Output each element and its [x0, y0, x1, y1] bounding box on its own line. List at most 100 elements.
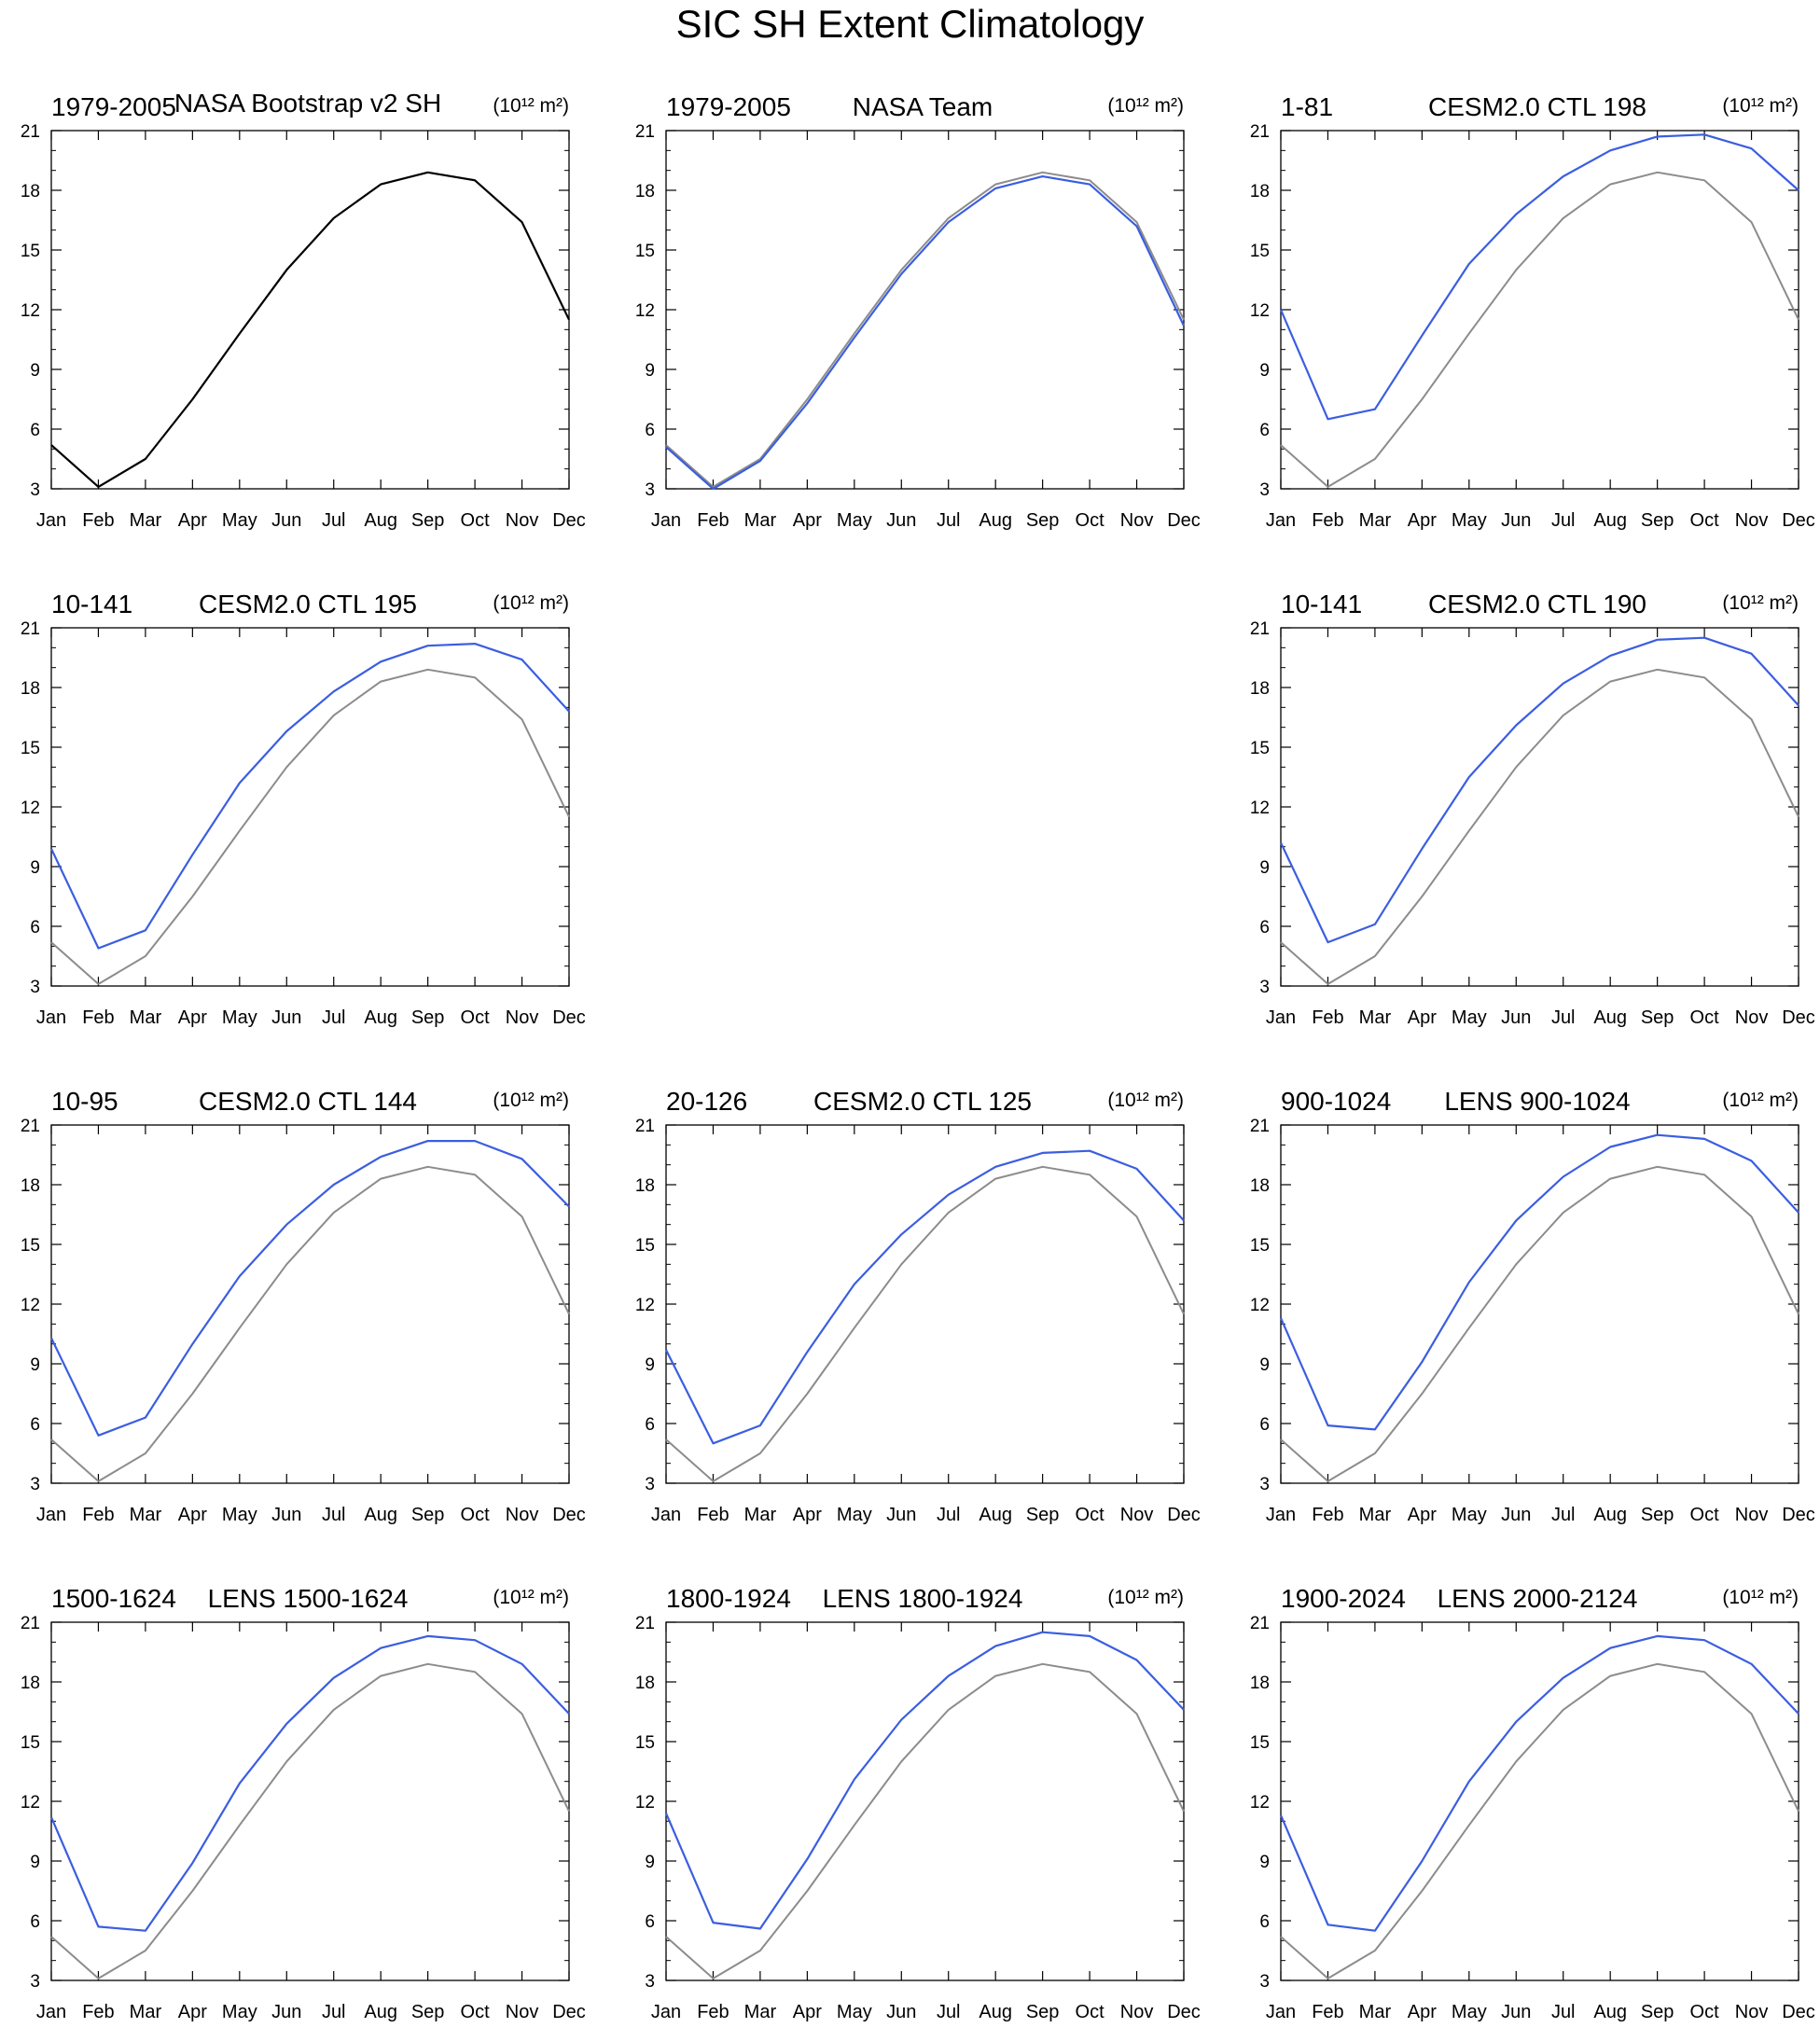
x-tick-label: Dec — [552, 510, 586, 531]
x-tick-label: Aug — [1593, 2002, 1627, 2022]
x-tick-label: Jun — [1501, 510, 1531, 531]
x-tick-label: Jun — [886, 2002, 916, 2022]
y-tick-label: 18 — [1250, 182, 1270, 201]
x-tick-label: Oct — [1076, 2002, 1105, 2022]
chart-panel-1: Jan Feb Mar Apr May Jun Jul Aug Sep Oct Nov Dec 3 6 9 1… — [21, 89, 586, 531]
panel-years: 10-141 — [1281, 590, 1362, 618]
y-tick-label: 12 — [1250, 1296, 1270, 1315]
y-tick-label: 12 — [635, 301, 655, 321]
x-tick-label: Apr — [1408, 1007, 1437, 1028]
chart-panel-9: Jan Feb Mar Apr May Jun Jul Aug Sep Oct Nov Dec 3 6 9 1… — [1250, 1087, 1815, 1525]
x-tick-label: Feb — [697, 510, 729, 531]
y-tick-label: 12 — [21, 799, 40, 818]
chart-panel-8: Jan Feb Mar Apr May Jun Jul Aug Sep Oct Nov Dec 3 6 9 1… — [635, 1087, 1201, 1525]
x-tick-label: May — [1452, 1007, 1487, 1028]
y-tick-label: 21 — [1250, 1614, 1270, 1633]
x-tick-label: Nov — [1735, 1007, 1769, 1028]
y-tick-label: 9 — [30, 361, 40, 381]
model-series-line — [665, 1149, 1185, 1445]
plot-frame — [1280, 627, 1799, 987]
y-tick-label: 6 — [30, 1415, 40, 1435]
x-tick-label: Jun — [271, 2002, 301, 2022]
panel-units: (10¹² m²) — [1722, 95, 1799, 117]
y-tick-label: 6 — [30, 918, 40, 938]
y-tick-label: 3 — [30, 1972, 40, 1992]
panel-units: (10¹² m²) — [493, 1587, 569, 1608]
observation-series-line — [50, 171, 570, 489]
reference-series-line — [50, 668, 570, 985]
reference-series-line — [665, 1662, 1185, 1979]
x-tick-label: Aug — [979, 2002, 1012, 2022]
x-tick-label: Sep — [1026, 510, 1060, 531]
y-tick-label: 9 — [1259, 1355, 1270, 1375]
x-tick-label: Mar — [130, 2002, 162, 2022]
x-tick-label: Aug — [364, 2002, 397, 2022]
x-tick-label: Oct — [461, 2002, 491, 2022]
y-tick-label: 15 — [21, 1733, 40, 1753]
panel-title: LENS 1800-1924 — [823, 1584, 1023, 1613]
y-tick-label: 9 — [645, 1853, 655, 1872]
x-tick-label: Jul — [1551, 1007, 1576, 1028]
plot-frame — [665, 130, 1185, 490]
y-tick-label: 3 — [30, 978, 40, 997]
x-tick-label: Jul — [322, 1007, 346, 1028]
panel-years: 10-95 — [51, 1087, 118, 1116]
y-tick-label: 9 — [1259, 858, 1270, 878]
model-series-line — [1279, 1634, 1799, 1932]
x-tick-label: Apr — [793, 1505, 822, 1525]
y-tick-label: 18 — [635, 1176, 655, 1196]
panel-units: (10¹² m²) — [1107, 1587, 1184, 1608]
reference-series-line — [50, 1165, 570, 1482]
y-tick-label: 3 — [1259, 1972, 1270, 1992]
x-tick-label: Mar — [744, 1505, 777, 1525]
y-tick-label: 6 — [30, 421, 40, 440]
y-tick-label: 3 — [30, 480, 40, 500]
x-tick-label: May — [1452, 2002, 1487, 2022]
panel-title: CESM2.0 CTL 198 — [1428, 92, 1646, 121]
x-tick-label: Apr — [1408, 1505, 1437, 1525]
x-tick-label: Jun — [271, 1007, 301, 1028]
y-tick-label: 21 — [635, 1117, 655, 1136]
panel-units: (10¹² m²) — [493, 592, 569, 614]
reference-series-line — [1280, 1165, 1799, 1482]
x-tick-label: Oct — [1076, 1505, 1105, 1525]
x-tick-label: Sep — [1641, 1007, 1674, 1028]
y-tick-label: 18 — [21, 1674, 40, 1693]
panel-title: CESM2.0 CTL 125 — [813, 1087, 1032, 1116]
y-tick-label: 9 — [645, 1355, 655, 1375]
y-tick-label: 18 — [21, 679, 40, 699]
panel-units: (10¹² m²) — [493, 1090, 569, 1111]
y-tick-label: 12 — [635, 1793, 655, 1813]
panel-years: 1900-2024 — [1281, 1584, 1406, 1613]
y-tick-label: 21 — [21, 122, 40, 142]
model-series-line — [1279, 133, 1799, 421]
y-tick-label: 3 — [30, 1475, 40, 1494]
y-tick-label: 18 — [635, 182, 655, 201]
panel-years: 1-81 — [1281, 92, 1333, 121]
y-tick-label: 9 — [1259, 361, 1270, 381]
x-tick-label: May — [837, 1505, 872, 1525]
x-tick-label: Sep — [411, 1007, 445, 1028]
y-tick-label: 18 — [1250, 1176, 1270, 1196]
x-tick-label: Sep — [1026, 2002, 1060, 2022]
x-tick-label: Jun — [886, 1505, 916, 1525]
plot-frame — [1280, 1621, 1799, 1981]
x-tick-label: Mar — [1359, 510, 1392, 531]
x-tick-label: Dec — [1167, 2002, 1201, 2022]
x-tick-label: Aug — [364, 1505, 397, 1525]
x-tick-label: Mar — [744, 2002, 777, 2022]
x-tick-label: Sep — [1641, 1505, 1674, 1525]
x-tick-label: Aug — [979, 510, 1012, 531]
model-series-line — [49, 1634, 570, 1932]
x-tick-label: Jan — [651, 510, 681, 531]
x-tick-label: Dec — [1782, 1007, 1815, 1028]
y-tick-label: 6 — [645, 1912, 655, 1932]
plot-frame — [50, 1621, 570, 1981]
x-tick-label: Nov — [1120, 510, 1154, 531]
x-tick-label: Feb — [1312, 1007, 1343, 1028]
model-series-line — [664, 1631, 1185, 1930]
panel-title: LENS 900-1024 — [1444, 1087, 1630, 1116]
x-tick-label: May — [837, 510, 872, 531]
y-tick-label: 12 — [21, 301, 40, 321]
